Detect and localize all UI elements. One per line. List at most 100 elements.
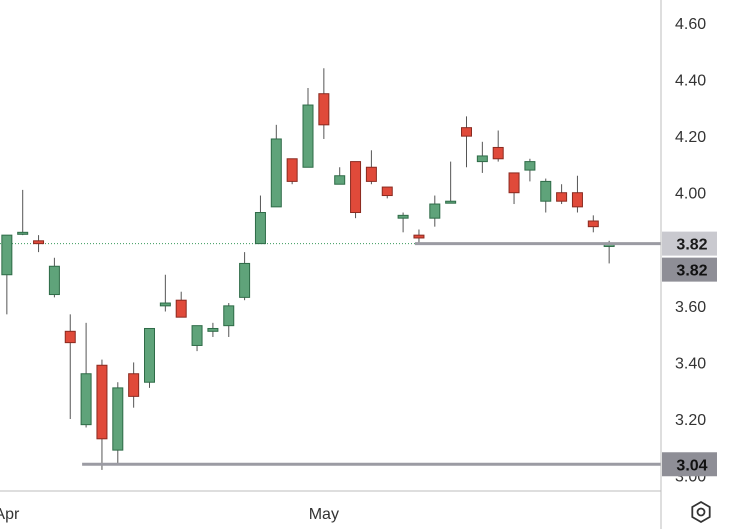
candle-body-up: [17, 231, 29, 235]
candle-body-down: [128, 373, 140, 397]
hexagon-settings-icon[interactable]: [691, 500, 711, 524]
candle-body-up: [254, 212, 266, 245]
candle[interactable]: [270, 124, 282, 208]
candle-body-up: [223, 305, 235, 327]
candle-body-down: [64, 330, 76, 344]
candle-body-down: [461, 127, 472, 137]
candle[interactable]: [397, 212, 409, 233]
candle-body-down: [175, 299, 187, 318]
candle-body-up: [445, 200, 457, 204]
candle-body-down: [381, 186, 393, 197]
candle[interactable]: [413, 229, 425, 244]
candle-body-up: [144, 327, 155, 383]
candle-body-up: [540, 180, 552, 202]
price-badge-box: [662, 452, 717, 477]
candle[interactable]: [254, 195, 266, 245]
candle[interactable]: [587, 215, 599, 233]
price-badge-label: 3.82: [676, 237, 707, 254]
candle[interactable]: [17, 189, 29, 236]
candle[interactable]: [318, 68, 330, 139]
price-tick-label: 4.40: [675, 73, 706, 90]
price-badge: 3.82: [662, 257, 717, 282]
candle[interactable]: [159, 274, 171, 312]
candle-body-up: [80, 373, 92, 426]
hexagon-icon-outline: [691, 500, 711, 524]
candle-body-up: [191, 325, 203, 346]
time-tick-label[interactable]: May: [309, 506, 339, 523]
candle-body-up: [270, 138, 282, 208]
price-badge: 3.82: [662, 231, 717, 256]
candle[interactable]: [365, 150, 377, 185]
candle-body-up: [1, 234, 13, 276]
candle-body-up: [239, 262, 251, 298]
price-tick-label: 3.40: [675, 355, 706, 372]
candle-body-down: [286, 158, 298, 182]
candle[interactable]: [334, 167, 346, 185]
support-lines: [82, 242, 661, 466]
price-tick-label: 3.20: [675, 412, 706, 429]
candle[interactable]: [207, 322, 219, 337]
candle[interactable]: [239, 252, 251, 301]
price-badge-label: 3.82: [676, 263, 707, 280]
candle[interactable]: [302, 88, 314, 168]
price-badge-box: [662, 257, 717, 282]
price-badge-label: 3.04: [676, 457, 707, 474]
candle-body-up: [159, 302, 171, 307]
candle-body-up: [302, 104, 314, 168]
candle[interactable]: [33, 235, 45, 253]
price-badges: 3.82 3.82 3.04: [662, 231, 717, 477]
candle[interactable]: [350, 161, 362, 219]
candle-body-down: [413, 234, 425, 239]
candle[interactable]: [223, 303, 235, 337]
candle[interactable]: [461, 116, 472, 168]
candle[interactable]: [48, 257, 60, 298]
candle-body-down: [492, 146, 504, 160]
candle[interactable]: [524, 158, 536, 182]
candle[interactable]: [112, 382, 124, 465]
price-tick-label: 3.60: [675, 299, 706, 316]
candle-body-down: [556, 192, 568, 202]
candle[interactable]: [381, 186, 393, 199]
time-tick-label[interactable]: Apr: [0, 506, 20, 523]
candle-body-up: [397, 214, 409, 219]
candle-body-down: [318, 93, 330, 126]
candle-body-down: [587, 220, 599, 228]
candle[interactable]: [175, 291, 187, 318]
candle[interactable]: [96, 359, 108, 470]
candle[interactable]: [429, 195, 441, 227]
candle-body-up: [476, 155, 488, 163]
candle[interactable]: [556, 184, 568, 205]
price-badge-box: [662, 231, 717, 256]
time-axis[interactable]: Apr May: [0, 506, 339, 523]
candle[interactable]: [128, 362, 140, 408]
candle[interactable]: [508, 172, 520, 205]
price-tick-label: 4.00: [675, 186, 706, 203]
candle-body-down: [350, 161, 362, 214]
candle[interactable]: [492, 130, 504, 162]
candle-body-up: [334, 175, 346, 185]
hexagon-icon-center: [696, 507, 706, 517]
plot-area: [0, 68, 661, 470]
candle-body-up: [207, 327, 219, 332]
candle-body-down: [571, 192, 583, 208]
candle-body-down: [508, 172, 520, 194]
candle[interactable]: [191, 325, 203, 352]
candle[interactable]: [64, 314, 76, 419]
candle[interactable]: [445, 161, 457, 204]
candle[interactable]: [476, 141, 488, 173]
price-tick-label: 4.20: [675, 129, 706, 146]
candle-body-up: [112, 387, 124, 451]
candle[interactable]: [540, 178, 552, 213]
candle-body-up: [429, 203, 441, 219]
candle[interactable]: [571, 175, 583, 213]
candle-body-up: [524, 161, 536, 171]
candle-body-down: [365, 166, 377, 182]
price-badge: 3.04: [662, 452, 717, 477]
candle-body-down: [96, 364, 108, 440]
candle[interactable]: [144, 327, 155, 388]
candle[interactable]: [80, 322, 92, 428]
price-tick-label: 4.60: [675, 16, 706, 33]
candle[interactable]: [286, 158, 298, 185]
candle[interactable]: [1, 234, 13, 315]
